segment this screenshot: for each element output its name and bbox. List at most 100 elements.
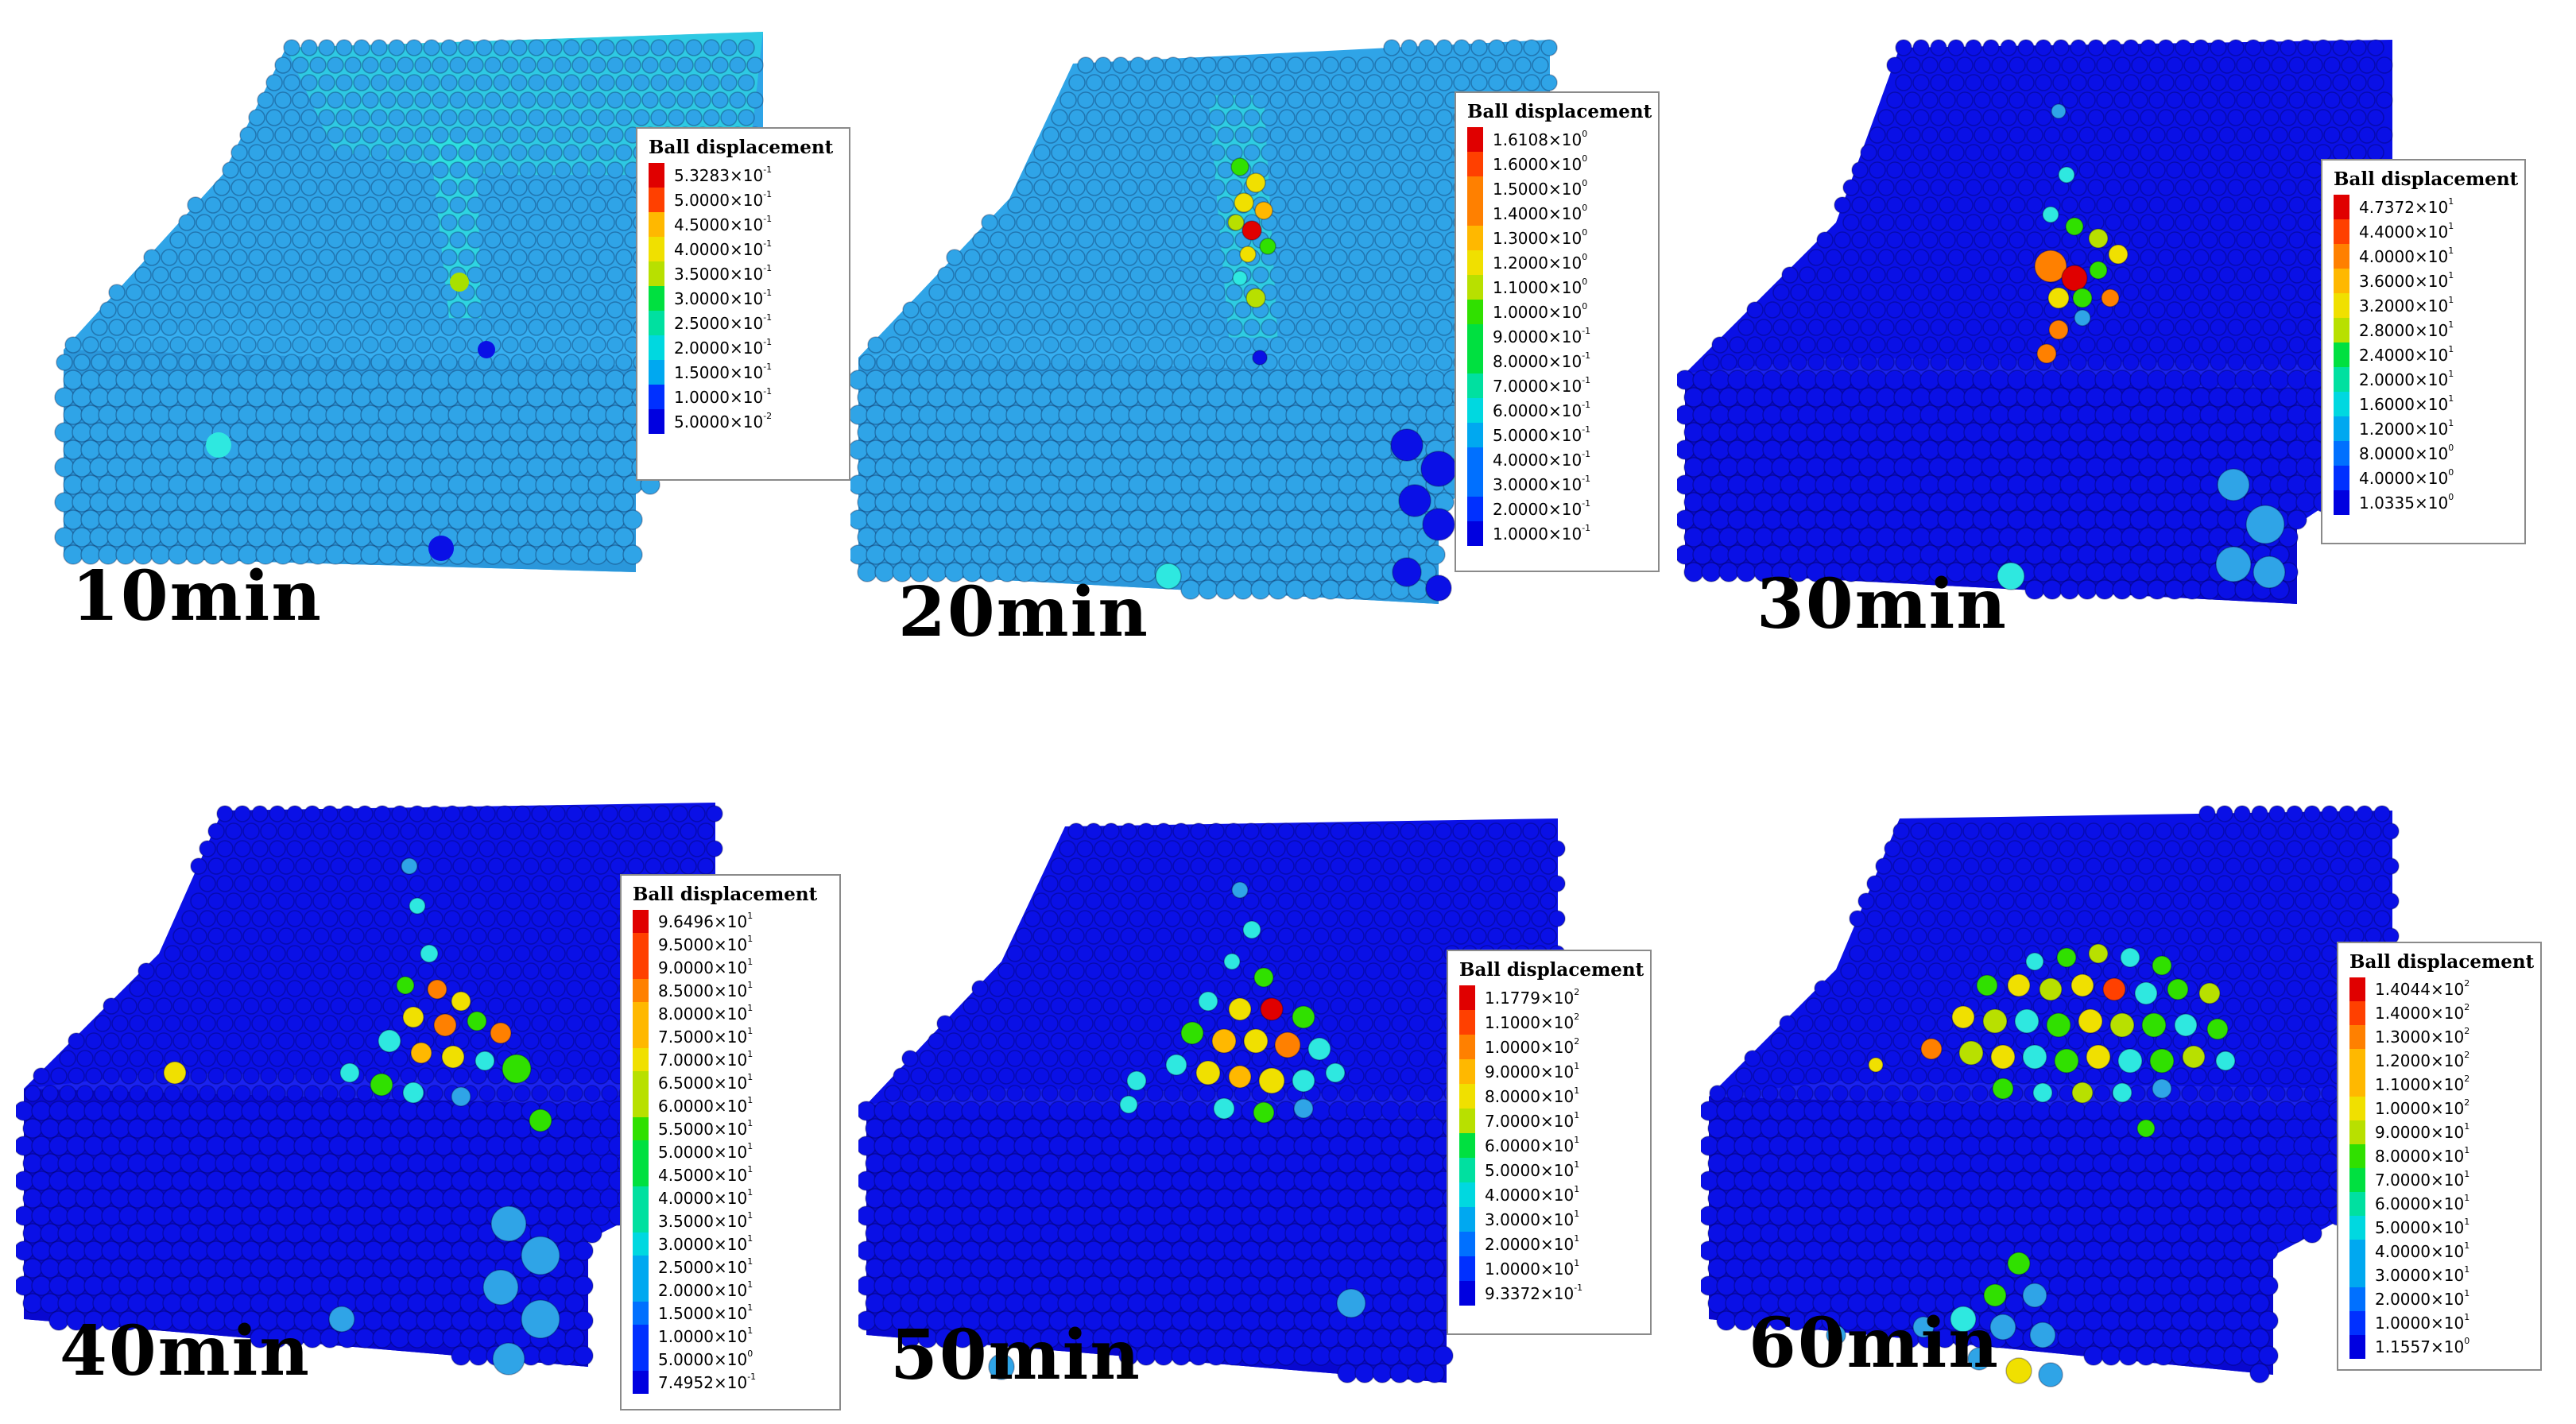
particle — [482, 404, 503, 425]
particle — [292, 56, 309, 74]
particle — [1963, 457, 1984, 478]
particle — [537, 126, 554, 144]
particle — [312, 1032, 330, 1050]
particle — [2173, 387, 2194, 408]
particle — [316, 422, 337, 443]
particle — [465, 404, 486, 425]
particle — [1930, 39, 1947, 56]
particle — [1233, 370, 1253, 390]
particle — [92, 1223, 113, 1244]
particle — [264, 527, 285, 548]
particle — [356, 875, 374, 892]
particle — [363, 1310, 384, 1331]
particle — [2042, 206, 2059, 223]
particle — [369, 422, 389, 443]
particle — [1815, 439, 1835, 460]
particle — [283, 179, 300, 196]
particle — [1939, 56, 1956, 74]
particle — [1199, 56, 1217, 74]
particle — [2295, 422, 2316, 443]
particle — [1173, 109, 1191, 126]
particle — [389, 1188, 410, 1209]
particle — [389, 1223, 410, 1244]
particle — [162, 1188, 183, 1209]
legend-value: 8.5000×101 — [658, 979, 753, 1000]
particle — [1348, 109, 1365, 126]
particle — [225, 1067, 242, 1085]
particle — [1677, 439, 1695, 460]
particle — [1129, 1050, 1146, 1067]
legend-entry: 1.0000×10-1 — [1467, 521, 1647, 546]
particle — [197, 1118, 218, 1139]
particle — [2192, 39, 2210, 56]
particle — [426, 805, 444, 822]
particle — [339, 875, 356, 892]
particle — [1895, 144, 1912, 161]
particle — [1033, 319, 1051, 336]
particle — [582, 1153, 602, 1174]
particle — [484, 266, 502, 284]
particle — [1400, 179, 1418, 196]
particle — [347, 822, 365, 840]
particle — [1912, 74, 1930, 91]
particle — [242, 822, 260, 840]
particle — [2007, 404, 2028, 425]
particle — [953, 544, 974, 565]
particle — [1234, 910, 1251, 927]
particle — [255, 370, 276, 390]
particle — [1420, 451, 1457, 487]
particle — [1032, 387, 1052, 408]
particle — [2210, 214, 2227, 231]
particle — [370, 179, 388, 196]
particle — [1762, 509, 1783, 530]
particle — [601, 910, 618, 927]
particle — [101, 1205, 122, 1226]
particle — [1727, 439, 1748, 460]
particle — [274, 266, 292, 284]
particle — [2297, 179, 2315, 196]
particle — [251, 980, 269, 997]
particle — [1251, 945, 1269, 962]
particle — [267, 1223, 288, 1244]
particle — [2192, 354, 2210, 371]
particle — [694, 56, 711, 74]
particle — [563, 284, 580, 301]
particle — [216, 1050, 234, 1067]
particle — [1435, 74, 1453, 91]
particle — [1982, 354, 2000, 371]
particle — [1417, 927, 1435, 945]
particle — [2271, 301, 2288, 319]
particle — [398, 1101, 419, 1121]
particle — [554, 126, 571, 144]
particle — [580, 214, 598, 231]
particle — [1939, 336, 1956, 354]
particle — [1217, 231, 1234, 249]
particle — [866, 544, 886, 565]
particle — [31, 1101, 52, 1121]
particle — [599, 1188, 620, 1209]
particle — [1745, 509, 1765, 530]
particle — [1164, 126, 1182, 144]
particle — [449, 336, 467, 354]
particle — [468, 1240, 489, 1261]
legend-value: 2.0000×101 — [2359, 368, 2454, 389]
particle — [1417, 892, 1435, 910]
particle — [107, 422, 127, 443]
particle — [2295, 492, 2316, 513]
particle — [1094, 1015, 1111, 1032]
legend-value: 8.0000×101 — [658, 1002, 753, 1023]
particle — [416, 1101, 436, 1121]
particle — [1145, 474, 1166, 495]
particle — [1147, 196, 1164, 214]
particle — [2306, 336, 2323, 354]
particle — [1348, 214, 1365, 231]
particle — [2059, 439, 2080, 460]
particle — [552, 404, 573, 425]
legend-20min: Ball displacement 1.6108×100 1.6000×100 1.… — [1455, 91, 1660, 572]
particle — [1373, 1050, 1391, 1067]
particle — [2182, 370, 2202, 390]
particle — [1198, 474, 1218, 495]
particle — [1286, 980, 1303, 997]
particle — [1427, 336, 1444, 354]
particle — [901, 439, 921, 460]
